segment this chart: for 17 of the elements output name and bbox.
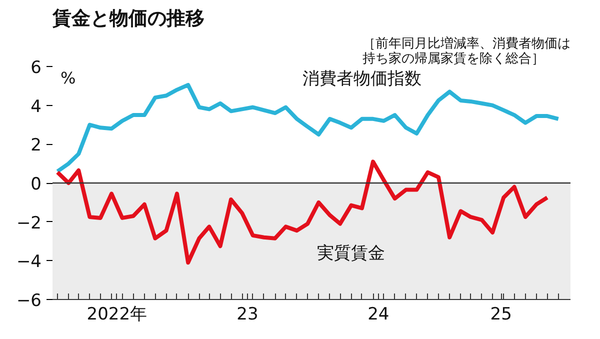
series-label: 消費者物価指数 — [302, 68, 422, 89]
y-tick-label: −4 — [16, 252, 42, 272]
y-axis-title: % — [60, 68, 76, 88]
y-tick-label: −6 — [16, 291, 42, 311]
line-series — [56, 160, 550, 265]
chart-title: 賃金と物価の推移 — [52, 8, 204, 30]
x-tick-label: 25 — [490, 304, 512, 324]
x-tick-label: 23 — [236, 304, 258, 324]
y-tick-label: 2 — [30, 136, 42, 156]
x-tick-label: 2022年 — [86, 304, 148, 324]
y-tick-label: 4 — [30, 96, 42, 117]
y-tick-label: −2 — [16, 213, 42, 234]
x-tick-label: 24 — [368, 304, 390, 324]
y-tick-label: 6 — [30, 58, 42, 78]
y-tick-label: 0 — [30, 174, 42, 194]
chart-subtitle: ［前年同月比増減率、消費者物価は持ち家の帰属家賃を除く総合］ — [362, 36, 570, 66]
series-label: 実質賃金 — [317, 243, 386, 264]
